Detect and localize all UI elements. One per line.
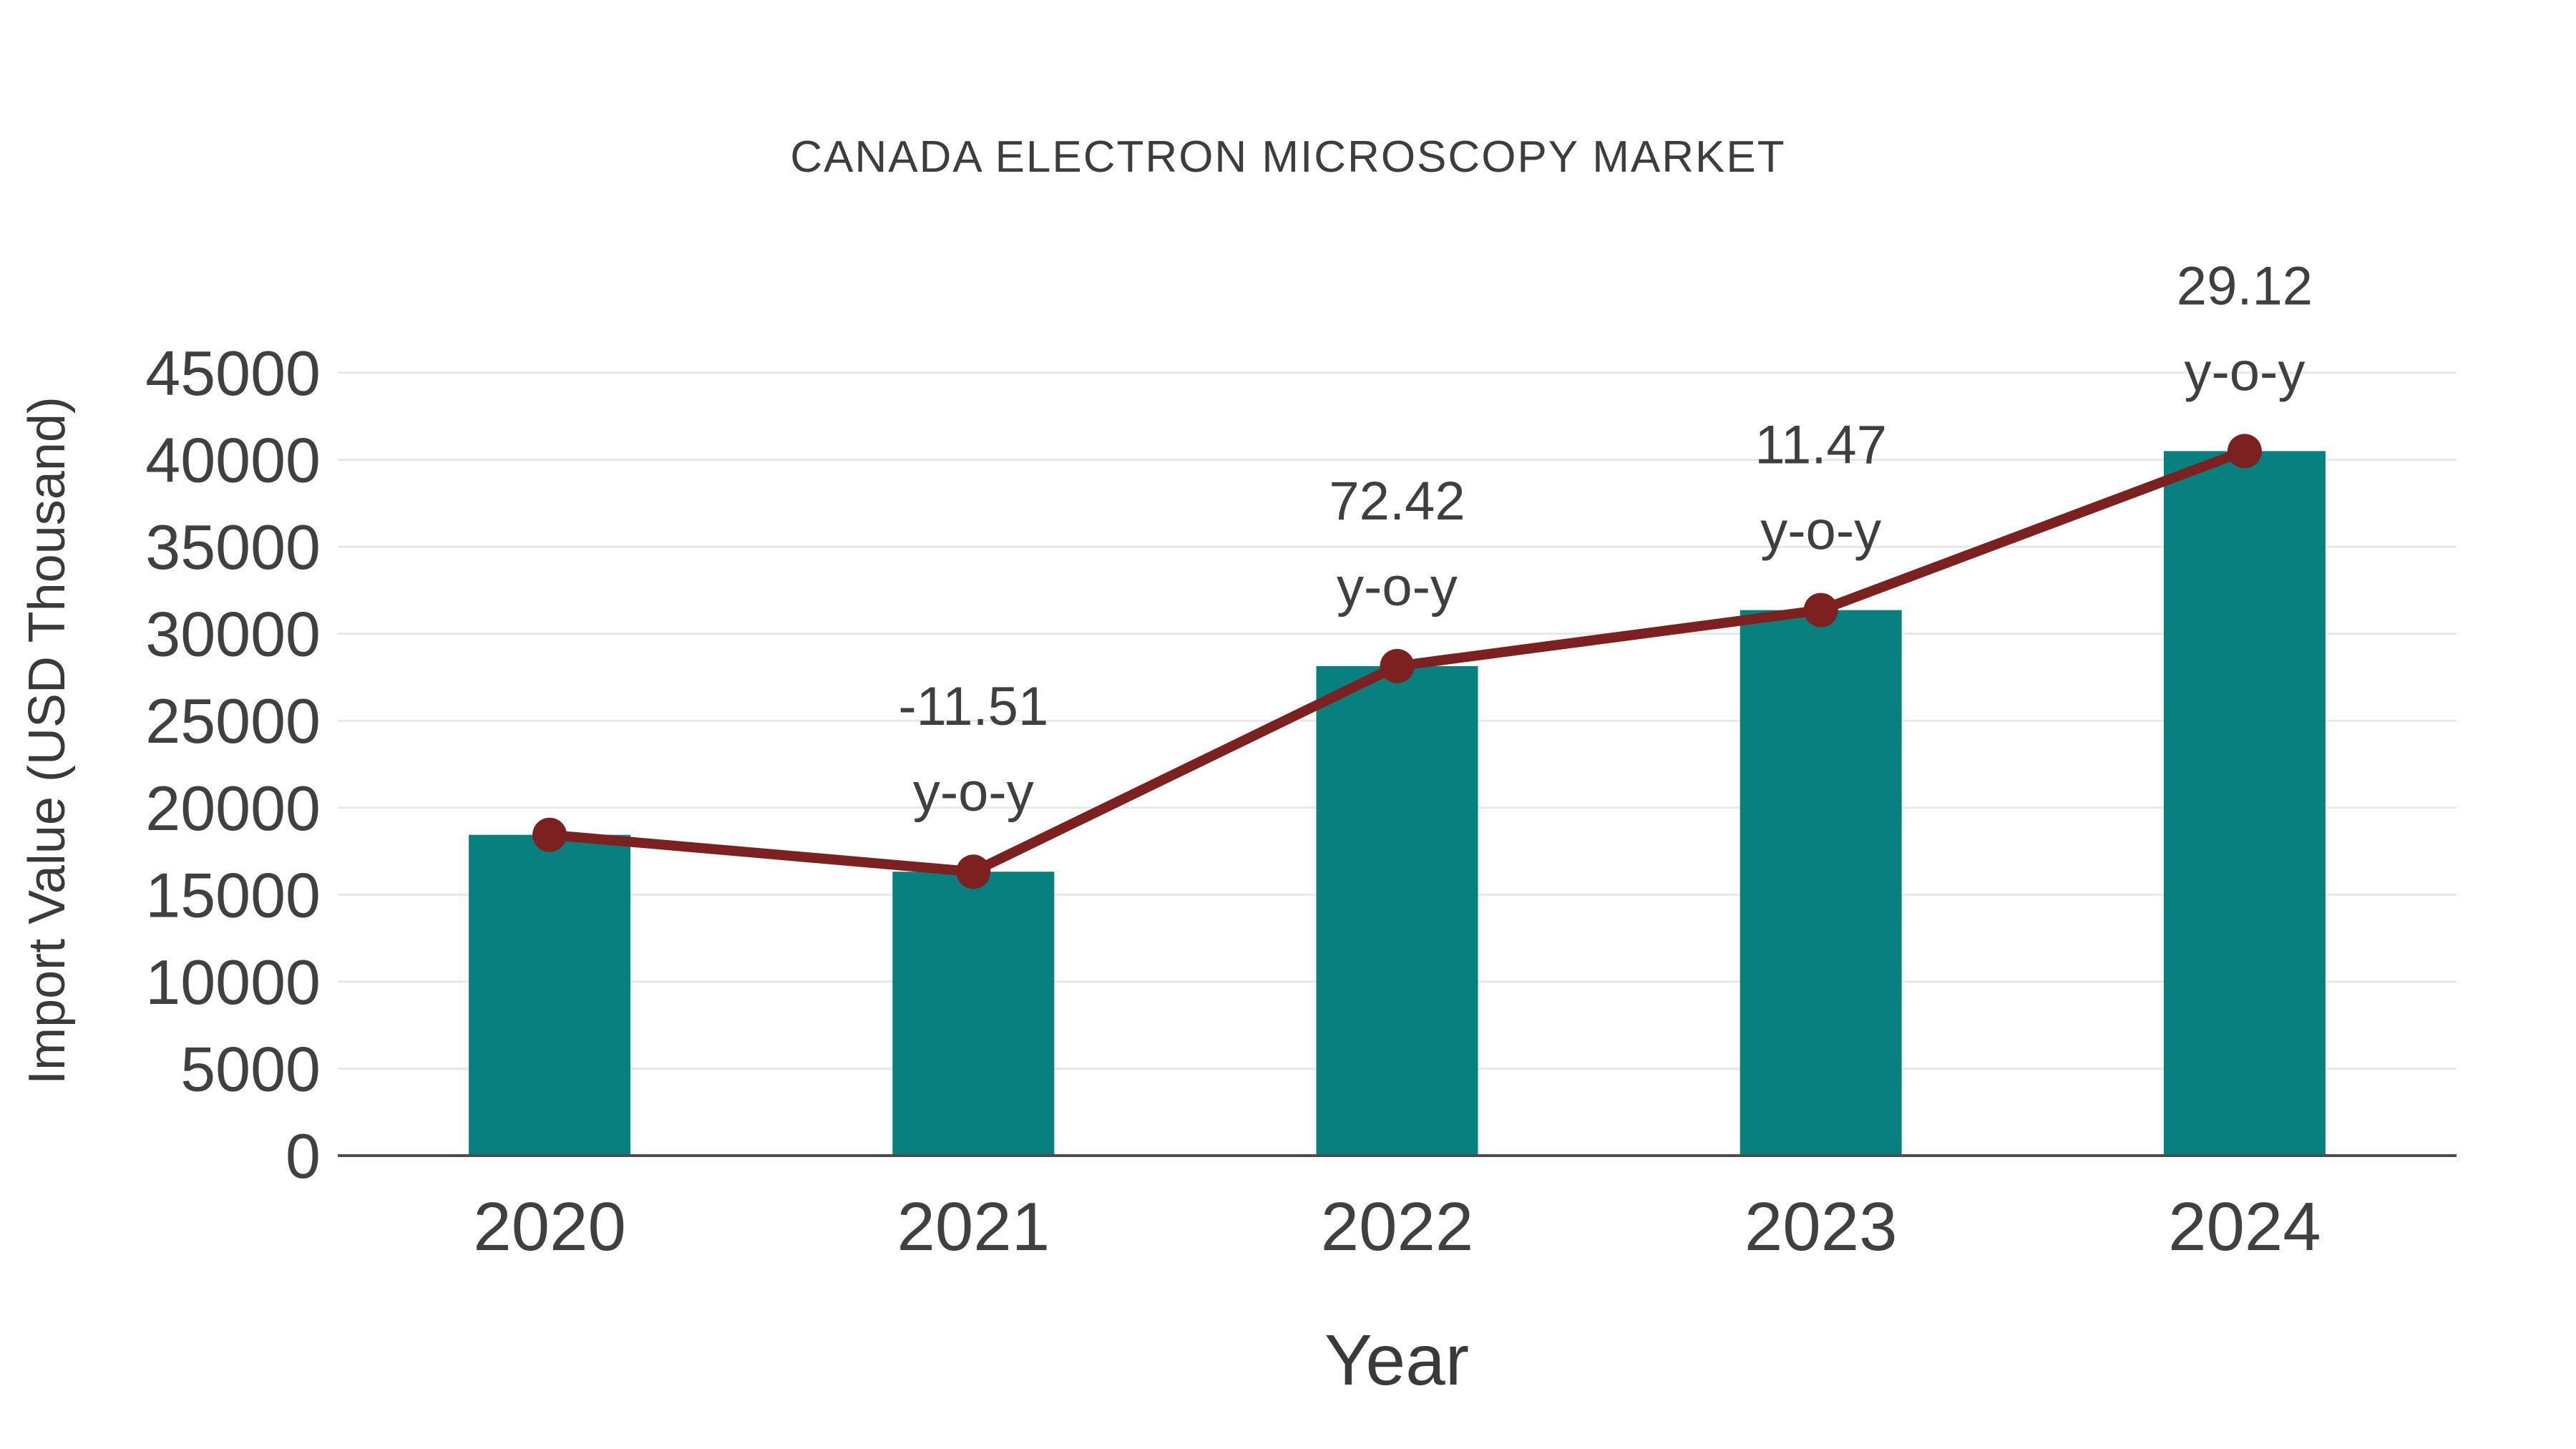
y-tick-label: 15000 [145,859,321,930]
y-tick-label: 25000 [145,686,321,756]
bar-2021 [892,872,1055,1156]
annotation-value-2021: -11.51 [898,676,1048,737]
chart-title: CANADA ELECTRON MICROSCOPY MARKET [790,132,1785,182]
y-tick-label: 40000 [145,425,321,496]
annotation-value-2023: 11.47 [1755,415,1887,476]
annotation-value-2022: 72.42 [1329,471,1465,532]
y-tick-label: 35000 [145,512,321,582]
y-tick-label: 10000 [145,947,321,1018]
annotation-suffix-2021: y-o-y [913,762,1034,823]
x-tick-label: 2021 [897,1189,1050,1265]
y-tick-label: 45000 [145,338,321,409]
annotation-value-2024: 29.12 [2177,255,2313,316]
annotation-layer: -11.51 y-o-y 72.42 y-o-y 11.47 y-o-y 29.12 y-o-… [898,255,2313,823]
bar-series-layer [469,451,2326,1156]
annotation-suffix-2023: y-o-y [1760,501,1881,562]
x-tick-label: 2020 [473,1189,626,1265]
x-tick-label: 2023 [1745,1189,1898,1265]
trend-marker-2021 [956,854,991,889]
tick-label-layer: 0 5000 10000 15000 20000 25000 30000 35000 40000… [145,338,2321,1265]
y-tick-label: 30000 [145,599,321,670]
annotation-suffix-2024: y-o-y [2184,341,2305,402]
bar-2023 [1740,610,1902,1156]
trend-marker-2020 [532,817,567,852]
bar-2022 [1316,665,1478,1156]
trend-marker-2022 [1380,648,1415,683]
bar-2024 [2163,451,2326,1156]
annotation-suffix-2022: y-o-y [1337,557,1458,618]
bar-2020 [469,834,631,1156]
line-series-layer [532,434,2262,889]
y-tick-label: 0 [286,1121,321,1191]
y-tick-label: 5000 [180,1033,321,1104]
x-tick-label: 2024 [2168,1189,2321,1265]
trend-marker-2023 [1803,592,1838,628]
y-tick-label: 20000 [145,773,321,844]
y-axis-title: Import Value (USD Thousand) [19,396,76,1085]
x-axis-title: Year [1324,1320,1469,1400]
x-tick-label: 2022 [1321,1189,1474,1265]
trend-marker-2024 [2227,434,2262,469]
